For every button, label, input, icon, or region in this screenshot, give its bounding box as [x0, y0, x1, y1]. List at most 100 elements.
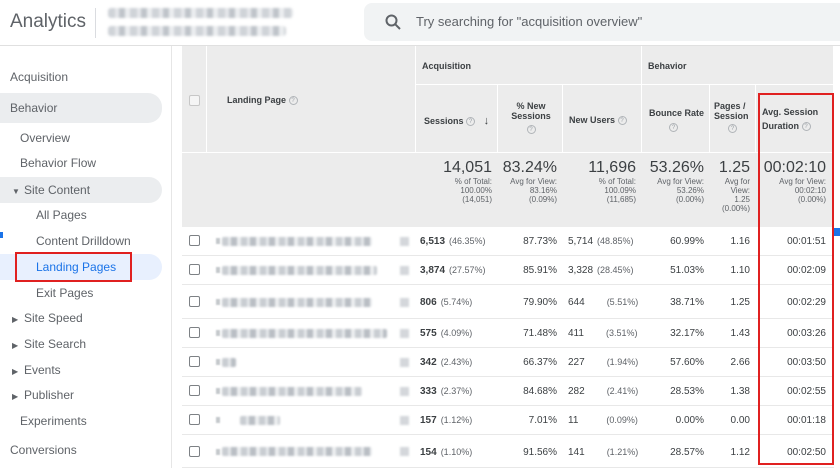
row-checkbox[interactable]: [189, 264, 200, 275]
header-label: Landing Page: [227, 95, 287, 105]
sidebar-item-content-drilldown[interactable]: Content Drilldown: [36, 234, 131, 248]
sessions-pct: (1.10%): [440, 447, 473, 457]
table-row[interactable]: 157 (1.12%) 7.01% 11 (0.09%) 0.00% 0.00 00…: [182, 406, 834, 435]
search-bar[interactable]: Try searching for "acquisition overview": [364, 3, 840, 41]
landing-page-url-redacted[interactable]: [222, 447, 372, 456]
sidebar-item-label: Site Search: [24, 337, 87, 351]
header-landing-page[interactable]: Landing Page ?: [207, 46, 416, 153]
header-label: New Users: [569, 115, 616, 125]
sidebar-item-overview[interactable]: Overview: [20, 131, 71, 145]
sidebar-item-site-content[interactable]: ▼ Site Content: [0, 177, 162, 203]
url-prefix-redacted: [216, 267, 220, 273]
row-checkbox[interactable]: [189, 446, 200, 457]
cell-new-users: 282 (2.41%): [568, 386, 639, 397]
help-icon[interactable]: ?: [466, 117, 476, 127]
table-row[interactable]: 3,874 (27.57%) 85.91% 3,328 (28.45%) 51.03…: [182, 256, 834, 285]
sidebar-item-behavior[interactable]: Behavior: [0, 93, 162, 123]
title-divider: [95, 8, 96, 38]
cell-pages-session: 2.66: [730, 357, 750, 368]
help-icon[interactable]: ?: [728, 124, 737, 133]
url-prefix-redacted: [216, 330, 220, 336]
header-bounce-rate[interactable]: Bounce Rate ?: [642, 85, 710, 153]
open-page-icon[interactable]: [400, 266, 409, 275]
total-sub: (14,051): [462, 195, 492, 204]
help-icon[interactable]: ?: [617, 116, 627, 126]
row-checkbox[interactable]: [189, 356, 200, 367]
row-checkbox[interactable]: [189, 296, 200, 307]
landing-page-url-redacted[interactable]: [222, 237, 372, 246]
cell-avg-duration: 00:01:51: [787, 236, 826, 247]
help-icon[interactable]: ?: [669, 123, 678, 133]
header-new-sessions[interactable]: % New Sessions ?: [498, 85, 563, 153]
url-prefix-redacted: [216, 449, 220, 455]
sidebar-item-experiments[interactable]: Experiments: [20, 414, 87, 428]
open-page-icon[interactable]: [400, 447, 409, 456]
account-view-redacted[interactable]: [108, 26, 286, 36]
app-title[interactable]: Analytics: [10, 11, 87, 32]
sidebar-item-site-speed[interactable]: ▶ Site Speed: [12, 306, 83, 330]
help-icon[interactable]: ?: [288, 96, 298, 106]
landing-page-url-redacted[interactable]: [222, 298, 372, 307]
cell-pages-session: 0.00: [730, 415, 750, 426]
open-page-icon[interactable]: [400, 237, 409, 246]
row-checkbox[interactable]: [189, 235, 200, 246]
open-page-icon[interactable]: [400, 387, 409, 396]
sidebar-item-landing-pages[interactable]: Landing Pages: [0, 254, 162, 280]
table-row[interactable]: 6,513 (46.35%) 87.73% 5,714 (48.85%) 60.99…: [182, 227, 834, 256]
sidebar-item-conversions[interactable]: Conversions: [10, 443, 77, 457]
header-new-users[interactable]: New Users ?: [563, 85, 642, 153]
landing-page-url-redacted[interactable]: [222, 329, 387, 338]
cell-avg-duration: 00:03:26: [787, 328, 826, 339]
sidebar-item-exit-pages[interactable]: Exit Pages: [36, 286, 94, 300]
sidebar-item-events[interactable]: ▶ Events: [12, 358, 61, 382]
landing-page-url-redacted[interactable]: [222, 358, 236, 367]
open-page-icon[interactable]: [400, 329, 409, 338]
sidebar-item-acquisition[interactable]: Acquisition: [10, 70, 69, 84]
landing-page-url-redacted[interactable]: [222, 387, 362, 396]
account-name-redacted[interactable]: [108, 8, 293, 18]
total-bounce-rate: 53.26% Avg for View: 53.26% (0.00%): [642, 159, 704, 204]
row-checkbox[interactable]: [189, 327, 200, 338]
landing-page-url-redacted[interactable]: [240, 416, 280, 425]
total-sub: 83.16%: [529, 186, 557, 195]
total-sub: Avg for View:: [657, 177, 704, 186]
new-users-value: 411: [568, 328, 584, 339]
new-users-value: 11: [568, 415, 579, 426]
row-checkbox[interactable]: [189, 414, 200, 425]
search-icon[interactable]: [384, 13, 402, 31]
header-group-acquisition: Acquisition: [416, 46, 642, 85]
table-row[interactable]: 154 (1.10%) 91.56% 141 (1.21%) 28.57% 1.12…: [182, 435, 834, 468]
table-row[interactable]: 342 (2.43%) 66.37% 227 (1.94%) 57.60% 2.66…: [182, 348, 834, 377]
open-page-icon[interactable]: [400, 298, 409, 307]
cell-new-sessions: 79.90%: [523, 297, 557, 308]
sidebar-item-behavior-flow[interactable]: Behavior Flow: [20, 156, 97, 170]
arrow-down-icon[interactable]: ↓: [483, 115, 490, 127]
total-sub: View:: [730, 186, 750, 195]
avg-session-duration-highlight-box: [758, 93, 834, 465]
open-page-icon[interactable]: [400, 358, 409, 367]
cell-bounce-rate: 51.03%: [670, 265, 704, 276]
sessions-pct: (2.43%): [440, 357, 473, 367]
url-prefix-redacted: [216, 417, 220, 423]
total-sub: Avg for View:: [779, 177, 826, 186]
sidebar-item-site-search[interactable]: ▶ Site Search: [12, 332, 86, 356]
select-all-checkbox[interactable]: [189, 95, 200, 106]
help-icon[interactable]: ?: [526, 125, 536, 134]
landing-pages-table: Landing Page ? Acquisition Behavior Sess…: [182, 46, 834, 468]
cell-new-users: 11 (0.09%): [568, 415, 638, 426]
landing-page-url-redacted[interactable]: [222, 266, 377, 275]
sidebar-item-all-pages[interactable]: All Pages: [36, 208, 87, 222]
new-users-pct: (2.41%): [606, 386, 639, 396]
header-avg-session-duration[interactable]: Avg. Session Duration ?: [756, 85, 834, 153]
table-row[interactable]: 333 (2.37%) 84.68% 282 (2.41%) 28.53% 1.38…: [182, 377, 834, 406]
sidebar-item-publisher[interactable]: ▶ Publisher: [12, 383, 74, 407]
help-icon[interactable]: ?: [801, 122, 811, 132]
header-pages-session[interactable]: Pages / Session ?: [710, 85, 756, 153]
open-page-icon[interactable]: [400, 416, 409, 425]
table-row[interactable]: 575 (4.09%) 71.48% 411 (3.51%) 32.17% 1.43…: [182, 319, 834, 348]
row-checkbox[interactable]: [189, 385, 200, 396]
search-input[interactable]: Try searching for "acquisition overview": [416, 14, 643, 29]
table-row[interactable]: 806 (5.74%) 79.90% 644 (5.51%) 38.71% 1.25…: [182, 285, 834, 319]
sidebar: Acquisition Behavior Overview Behavior F…: [0, 46, 172, 468]
header-sessions[interactable]: Sessions ? ↓: [416, 85, 498, 153]
